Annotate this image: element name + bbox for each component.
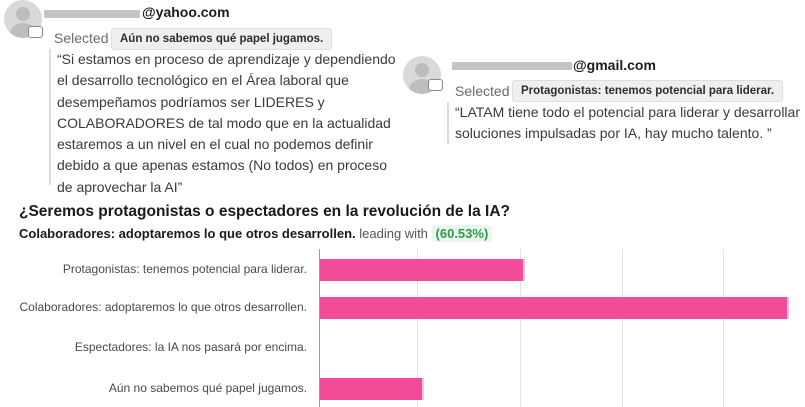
selected-label: Selected <box>54 30 109 46</box>
gridline <box>723 249 724 407</box>
redacted-email-user <box>452 62 572 70</box>
comment-email: @gmail.com <box>573 57 656 73</box>
category-label: Protagonistas: tenemos potencial para li… <box>62 262 307 276</box>
bar-1[interactable] <box>320 297 787 319</box>
redacted-email-user <box>44 10 140 18</box>
leading-text: leading with <box>359 226 428 241</box>
gridline <box>520 249 521 407</box>
y-axis-line <box>319 249 320 407</box>
comment-text: “LATAM tiene todo el potencial para lide… <box>447 102 805 144</box>
category-label: Espectadores: la IA nos pasará por encim… <box>74 340 307 354</box>
gridline <box>417 249 418 407</box>
comment-text: “Si estamos en proceso de aprendizaje y … <box>49 49 402 195</box>
selected-option-chip: Aún no sabemos qué papel jugamos. <box>111 28 333 50</box>
poll-leader-summary: Colaboradores: adoptaremos lo que otros … <box>19 225 493 242</box>
comment-email: @yahoo.com <box>142 4 230 20</box>
comment-bubble-icon <box>428 74 443 91</box>
category-label: Aún no sabemos qué papel jugamos. <box>108 381 307 395</box>
bar-3[interactable] <box>320 378 422 400</box>
bar-0[interactable] <box>320 259 523 281</box>
selected-option-chip: Protagonistas: tenemos potencial para li… <box>512 80 784 102</box>
gridline <box>622 249 623 407</box>
leader-option: Colaboradores: adoptaremos lo que otros … <box>19 226 356 241</box>
category-label: Colaboradores: adoptaremos lo que otros … <box>19 300 307 314</box>
poll-question: ¿Seremos protagonistas o espectadores en… <box>19 203 510 220</box>
selected-label: Selected <box>455 83 510 99</box>
comment-bubble-icon <box>28 21 43 38</box>
poll-results-chart: Protagonistas: tenemos potencial para li… <box>0 247 805 407</box>
leader-percent-badge: (60.53%) <box>431 225 493 242</box>
